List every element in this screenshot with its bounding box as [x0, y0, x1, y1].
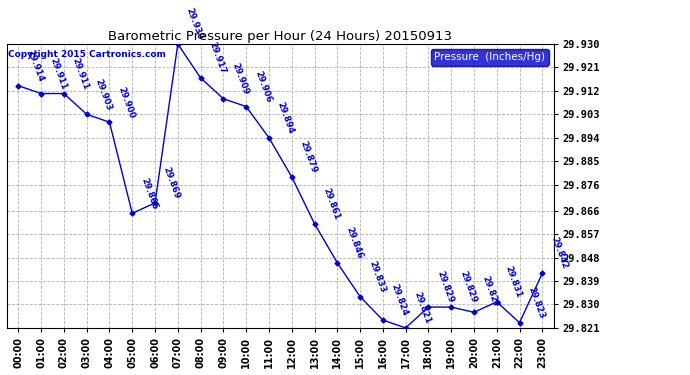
Text: 29.865: 29.865: [139, 176, 159, 210]
Text: 29.930: 29.930: [185, 7, 205, 41]
Text: 29.824: 29.824: [390, 283, 410, 317]
Text: 29.823: 29.823: [526, 285, 546, 320]
Legend: Pressure  (Inches/Hg): Pressure (Inches/Hg): [431, 49, 549, 66]
Text: Copyright 2015 Cartronics.com: Copyright 2015 Cartronics.com: [8, 50, 166, 59]
Text: 29.827: 29.827: [481, 275, 501, 309]
Text: 29.861: 29.861: [322, 186, 342, 221]
Text: 29.917: 29.917: [208, 40, 228, 75]
Text: 29.903: 29.903: [94, 77, 113, 112]
Text: 29.894: 29.894: [276, 100, 296, 135]
Text: 29.869: 29.869: [162, 166, 182, 200]
Text: 29.829: 29.829: [435, 270, 455, 304]
Text: 29.846: 29.846: [344, 225, 364, 260]
Text: 29.909: 29.909: [230, 62, 250, 96]
Text: 29.900: 29.900: [117, 85, 136, 119]
Text: 29.829: 29.829: [458, 270, 478, 304]
Text: 29.914: 29.914: [26, 48, 46, 83]
Text: 29.821: 29.821: [413, 291, 433, 325]
Text: 29.911: 29.911: [48, 56, 68, 91]
Text: 29.831: 29.831: [504, 265, 524, 299]
Text: 29.879: 29.879: [299, 140, 319, 174]
Text: 29.911: 29.911: [71, 56, 90, 91]
Text: 29.906: 29.906: [253, 69, 273, 104]
Text: 29.842: 29.842: [549, 236, 569, 270]
Title: Barometric Pressure per Hour (24 Hours) 20150913: Barometric Pressure per Hour (24 Hours) …: [108, 30, 453, 43]
Text: 29.833: 29.833: [367, 260, 387, 294]
